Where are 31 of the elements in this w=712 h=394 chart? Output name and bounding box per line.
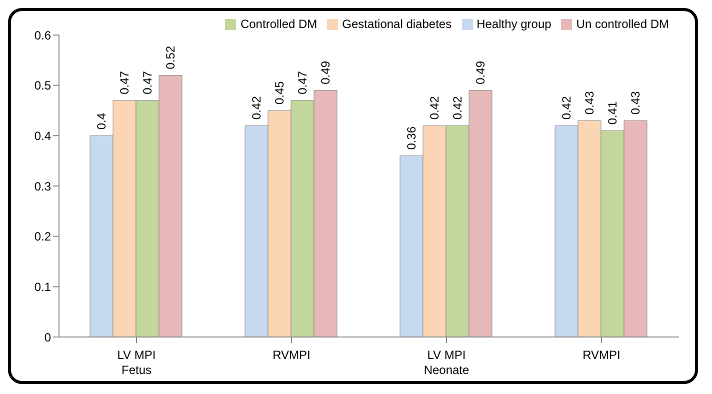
data-label: 0.47 [140, 70, 154, 94]
y-tick-label: 0.5 [34, 78, 52, 93]
x-tick-label: LV MPI Neonate [424, 348, 470, 377]
data-label: 0.49 [318, 60, 332, 84]
y-tick-label: 0.1 [34, 280, 52, 294]
legend-label: Healthy group [476, 17, 552, 31]
data-label: 0.42 [250, 96, 264, 120]
data-label: 0.47 [118, 70, 132, 94]
x-tick-label: RVMPI [582, 348, 620, 362]
data-label: 0.49 [474, 60, 488, 84]
data-label: 0.4 [94, 112, 108, 130]
legend-label: Gestational diabetes [342, 17, 452, 31]
y-tick-label: 0.2 [34, 230, 52, 244]
x-tick-label: RVMPI [272, 348, 310, 362]
y-tick-label: 0 [44, 330, 52, 344]
data-label: 0.41 [606, 100, 620, 125]
data-label: 0.47 [296, 70, 310, 94]
x-tick-label: LV MPI Fetus [117, 348, 156, 377]
data-label: 0.43 [582, 90, 596, 115]
y-tick-label: 0.3 [34, 179, 52, 194]
data-label: 0.43 [628, 90, 642, 115]
data-label: 0.42 [428, 96, 442, 120]
data-label: 0.42 [560, 96, 574, 120]
data-label: 0.52 [164, 46, 178, 70]
legend-label: Un controlled DM [576, 17, 669, 31]
data-label: 0.42 [450, 96, 464, 120]
y-tick-label: 0.4 [34, 128, 52, 143]
data-label: 0.45 [272, 80, 286, 104]
legend-label: Controlled DM [240, 17, 318, 31]
data-label: 0.36 [404, 126, 418, 150]
y-tick-label: 0.6 [34, 28, 52, 42]
